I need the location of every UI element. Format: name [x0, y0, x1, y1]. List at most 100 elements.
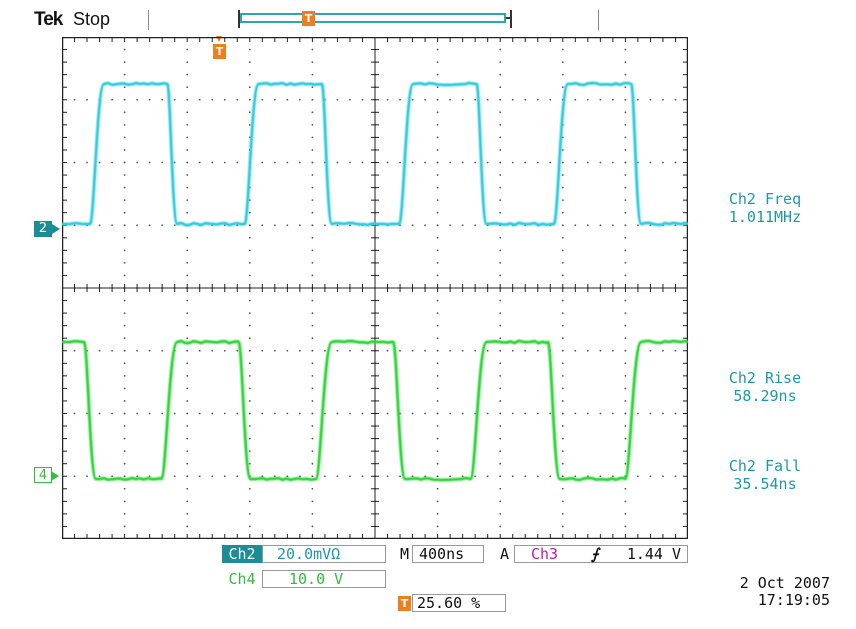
- grid-dot: [336, 412, 339, 415]
- record-view-window[interactable]: [240, 13, 506, 23]
- grid-dot: [311, 224, 314, 227]
- grid-dot: [436, 199, 439, 202]
- grid-dot: [123, 462, 126, 465]
- grid-dot: [411, 412, 414, 415]
- grid-dot: [161, 98, 164, 101]
- grid-dot: [248, 211, 251, 214]
- trigger-label: A: [500, 545, 510, 563]
- trigger-source: Ch3: [531, 545, 559, 563]
- trigger-point-marker[interactable]: T: [213, 36, 226, 59]
- grid-dot: [649, 349, 652, 352]
- grid-dot: [424, 98, 426, 101]
- grid-dot: [136, 349, 139, 352]
- grid-dot: [386, 349, 389, 352]
- grid-dot: [311, 86, 314, 89]
- grid-dot: [499, 412, 502, 415]
- grid-dot: [499, 387, 502, 390]
- grid-dot: [223, 475, 226, 478]
- grid-dot: [248, 312, 251, 314]
- grid-dot: [311, 73, 314, 76]
- grid-dot: [561, 274, 564, 277]
- grid-dot: [349, 412, 351, 415]
- grid-dot: [186, 387, 189, 390]
- timebase-readout[interactable]: 400ns: [412, 545, 484, 563]
- grid-dot: [324, 349, 326, 352]
- grid-dot: [486, 475, 489, 478]
- grid-dot: [561, 475, 564, 478]
- grid-dot: [499, 324, 502, 327]
- ch2-readout-label[interactable]: Ch2: [222, 545, 262, 563]
- grid-dot: [674, 161, 677, 164]
- grid-dot: [624, 450, 627, 453]
- grid-dot: [436, 111, 439, 114]
- grid-dot: [611, 161, 614, 164]
- grid-dot: [474, 475, 477, 478]
- grid-dot: [461, 161, 464, 164]
- grid-dot: [424, 224, 426, 227]
- ch2-scale-readout[interactable]: 20.0mVΩ: [262, 545, 386, 563]
- grid-dot: [273, 224, 276, 227]
- grid-dot: [286, 224, 289, 227]
- grid-dot: [261, 98, 264, 101]
- grid-dot: [561, 525, 564, 528]
- trigger-readout[interactable]: Ch3 ⨍ 1.44 V: [514, 545, 688, 563]
- grid-dot: [248, 249, 251, 252]
- grid-dot: [236, 475, 239, 478]
- grid-dot: [311, 513, 314, 515]
- grid-dot: [186, 513, 189, 515]
- grid-dot: [574, 98, 577, 101]
- grid-dot: [136, 224, 139, 227]
- ch2-ground-marker[interactable]: 2: [34, 221, 60, 237]
- timestamp: 2 Oct 2007 17:19:05: [690, 575, 830, 609]
- grid-dot: [248, 425, 251, 427]
- grid-dot: [123, 475, 126, 478]
- grid-dot: [186, 487, 189, 490]
- grid-dot: [248, 299, 251, 302]
- grid-dot: [123, 86, 126, 89]
- measurement-value: 58.29ns: [733, 387, 797, 405]
- grid-dot: [136, 98, 139, 101]
- grid-dot: [536, 475, 539, 478]
- ch4-scale-readout[interactable]: 10.0 V: [262, 570, 386, 588]
- grid-dot: [86, 475, 88, 478]
- grid-dot: [223, 349, 226, 352]
- grid-dot: [248, 236, 251, 239]
- grid-dot: [662, 349, 664, 352]
- grid-dot: [436, 149, 439, 151]
- grid-dot: [474, 412, 477, 415]
- grid-dot: [499, 236, 502, 239]
- grid-dot: [311, 374, 314, 377]
- grid-dot: [273, 475, 276, 478]
- grid-dot: [211, 98, 214, 101]
- grid-dot: [198, 98, 201, 101]
- grid-dot: [86, 412, 88, 415]
- grid-dot: [399, 161, 401, 164]
- grid-dot: [236, 98, 239, 101]
- grid-dot: [449, 224, 452, 227]
- grid-dot: [436, 337, 439, 340]
- ch4-readout-label[interactable]: Ch4: [228, 570, 256, 588]
- grid-dot: [123, 174, 126, 176]
- grid-dot: [123, 73, 126, 76]
- trigger-position-readout[interactable]: 25.60 %: [412, 594, 506, 612]
- ch4-ground-marker[interactable]: 4: [34, 467, 59, 483]
- grid-dot: [474, 98, 477, 101]
- grid-dot: [624, 161, 627, 164]
- grid-dot: [561, 425, 564, 427]
- grid-dot: [499, 48, 502, 51]
- grid-dot: [624, 349, 627, 352]
- grid-dot: [624, 274, 627, 277]
- grid-dot: [561, 387, 564, 390]
- grid-dot: [298, 475, 301, 478]
- grid-dot: [386, 98, 389, 101]
- grid-dot: [561, 149, 564, 151]
- grid-dot: [98, 224, 101, 227]
- date: 2 Oct 2007: [739, 574, 830, 592]
- grid-dot: [599, 412, 602, 415]
- grid-dot: [186, 500, 189, 503]
- grid-dot: [248, 412, 251, 415]
- grid-dot: [261, 412, 264, 415]
- grid-dot: [211, 475, 214, 478]
- waveform-display: [62, 37, 688, 539]
- grid-dot: [236, 412, 239, 415]
